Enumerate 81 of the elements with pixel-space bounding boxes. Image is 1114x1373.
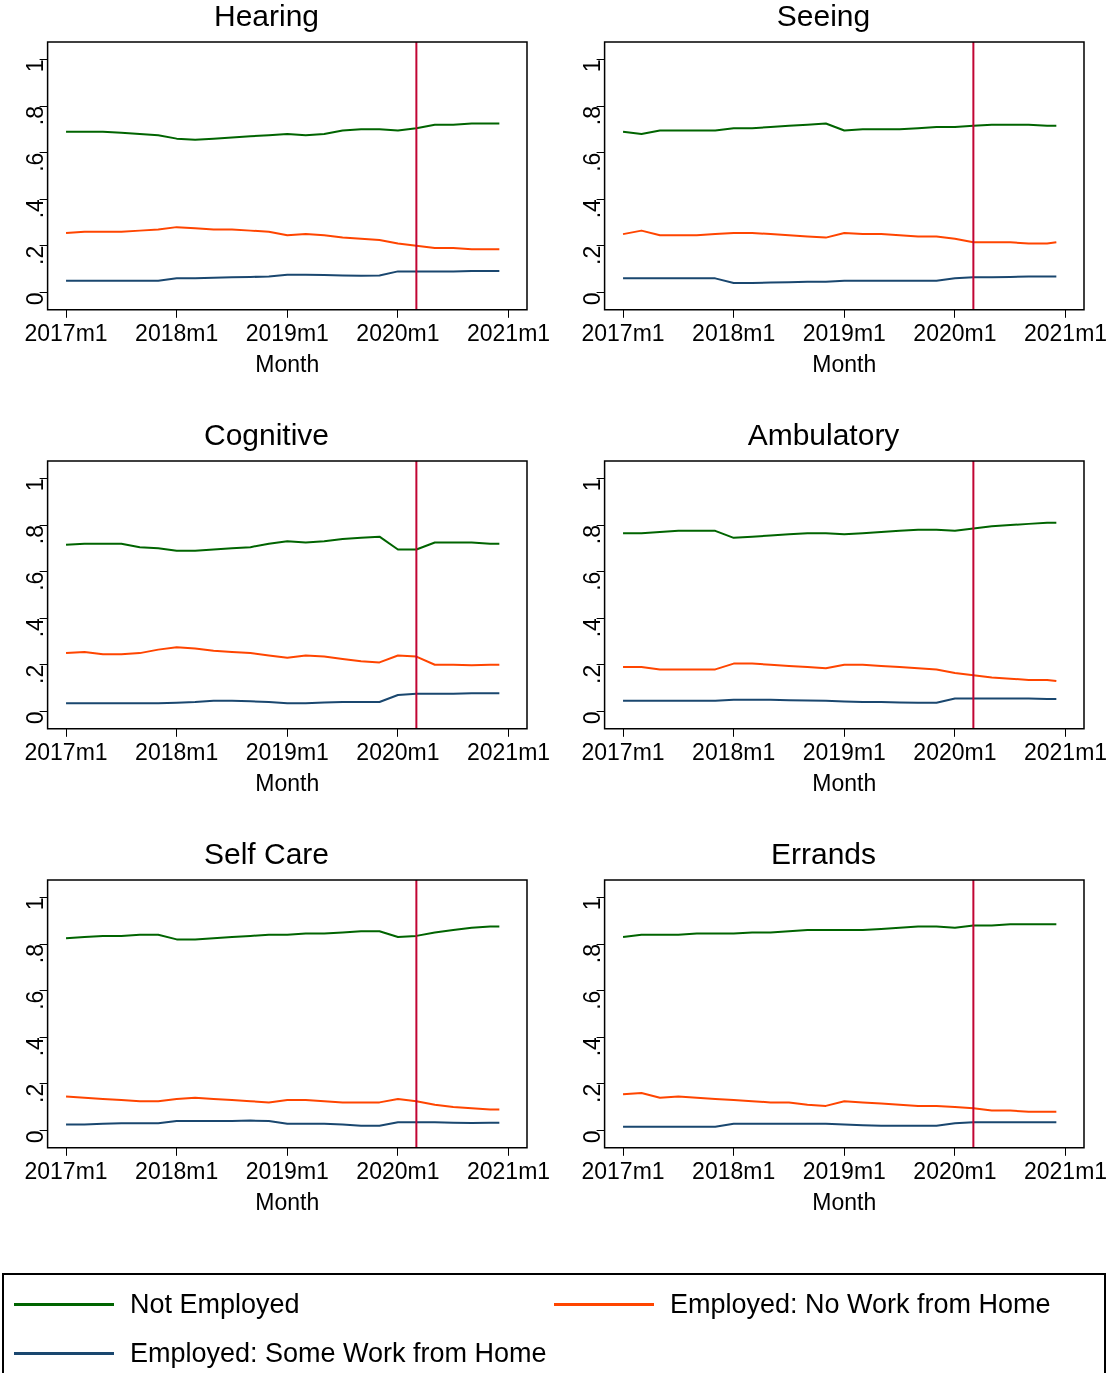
x-tick-label: 2017m1 (24, 738, 108, 765)
chart-title: Errands (770, 837, 877, 871)
x-tick-label: 2019m1 (245, 1157, 329, 1184)
x-tick-label: 2018m1 (135, 738, 219, 765)
x-axis-title: Month (255, 350, 320, 377)
chart-title: Hearing (213, 0, 320, 33)
y-tick-label: .6 (21, 990, 48, 1010)
y-tick-label: 1 (578, 478, 605, 492)
x-axis-title: Month (255, 1188, 320, 1215)
x-tick-label: 2018m1 (692, 738, 776, 765)
legend-label: Employed: Some Work from Home (130, 1338, 547, 1369)
legend-label: Employed: No Work from Home (670, 1289, 1051, 1320)
y-tick-label: 1 (21, 897, 48, 911)
x-axis-title: Month (812, 350, 877, 377)
x-tick-label: 2018m1 (135, 319, 219, 346)
y-tick-label: 0 (578, 1130, 605, 1144)
y-tick-label: .8 (21, 106, 48, 126)
y-tick-label: .2 (578, 1083, 605, 1103)
x-tick-label: 2017m1 (24, 1157, 108, 1184)
y-tick-label: .6 (578, 990, 605, 1010)
y-tick-label: .2 (21, 245, 48, 265)
x-axis-title: Month (812, 1188, 877, 1215)
x-tick-label: 2020m1 (356, 319, 440, 346)
x-tick-label: 2021m1 (467, 319, 551, 346)
x-tick-label: 2017m1 (581, 319, 665, 346)
y-tick-label: .6 (578, 571, 605, 591)
chart-title: Seeing (776, 0, 871, 33)
x-tick-label: 2019m1 (802, 738, 886, 765)
x-tick-label: 2020m1 (913, 738, 997, 765)
x-axis-title: Month (812, 769, 877, 796)
x-tick-label: 2019m1 (245, 738, 329, 765)
x-tick-label: 2021m1 (467, 1157, 551, 1184)
x-tick-label: 2018m1 (692, 1157, 776, 1184)
y-tick-label: 0 (21, 711, 48, 725)
y-tick-label: .8 (578, 944, 605, 964)
y-tick-label: .2 (578, 664, 605, 684)
y-tick-label: 1 (578, 897, 605, 911)
x-axis-title: Month (255, 769, 320, 796)
x-tick-label: 2020m1 (913, 319, 997, 346)
y-tick-label: .2 (21, 664, 48, 684)
x-tick-label: 2017m1 (581, 1157, 665, 1184)
y-tick-label: .6 (21, 571, 48, 591)
y-tick-label: .4 (21, 1036, 48, 1057)
x-tick-label: 2019m1 (802, 319, 886, 346)
chart-title: Cognitive (203, 418, 330, 452)
y-tick-label: .6 (578, 152, 605, 172)
x-tick-label: 2017m1 (581, 738, 665, 765)
y-tick-label: .4 (578, 198, 605, 219)
y-tick-label: .4 (21, 198, 48, 219)
x-tick-label: 2018m1 (135, 1157, 219, 1184)
x-tick-label: 2021m1 (1024, 1157, 1108, 1184)
y-tick-label: .2 (578, 245, 605, 265)
y-tick-label: 1 (578, 59, 605, 73)
x-tick-label: 2020m1 (356, 738, 440, 765)
y-tick-label: .8 (578, 525, 605, 545)
y-tick-label: 0 (21, 1130, 48, 1144)
y-tick-label: 0 (21, 292, 48, 306)
y-tick-label: .8 (578, 106, 605, 126)
y-tick-label: .4 (578, 1036, 605, 1057)
chart-title: Ambulatory (747, 418, 900, 452)
y-tick-label: 1 (21, 478, 48, 492)
y-tick-label: .8 (21, 525, 48, 545)
legend-label: Not Employed (130, 1289, 300, 1320)
y-tick-label: 1 (21, 59, 48, 73)
x-tick-label: 2021m1 (1024, 738, 1108, 765)
chart-title: Self Care (203, 837, 330, 871)
y-tick-label: .4 (21, 617, 48, 638)
y-tick-label: 0 (578, 292, 605, 306)
x-tick-label: 2020m1 (913, 1157, 997, 1184)
y-tick-label: .8 (21, 944, 48, 964)
x-tick-label: 2021m1 (467, 738, 551, 765)
x-tick-label: 2020m1 (356, 1157, 440, 1184)
x-tick-label: 2019m1 (245, 319, 329, 346)
y-tick-label: .2 (21, 1083, 48, 1103)
x-tick-label: 2017m1 (24, 319, 108, 346)
y-tick-label: .6 (21, 152, 48, 172)
x-tick-label: 2019m1 (802, 1157, 886, 1184)
y-tick-label: .4 (578, 617, 605, 638)
y-tick-label: 0 (578, 711, 605, 725)
x-tick-label: 2021m1 (1024, 319, 1108, 346)
x-tick-label: 2018m1 (692, 319, 776, 346)
